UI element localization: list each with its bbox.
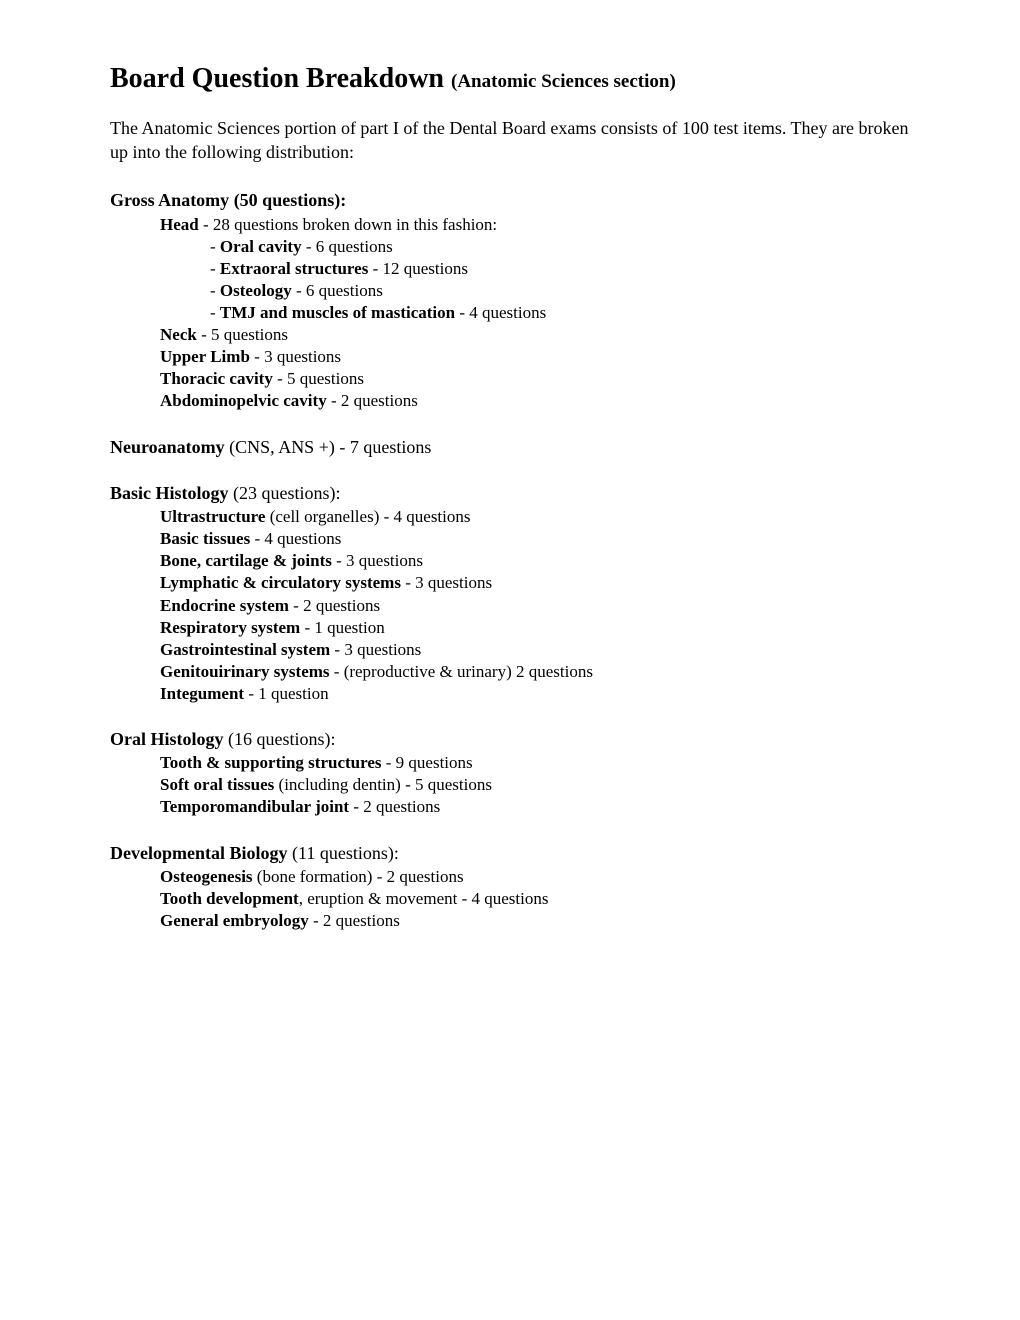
item-text: - 4 questions — [455, 303, 546, 322]
section-dev-biology: Developmental Biology (11 questions): Os… — [110, 841, 910, 933]
item-text: - 6 questions — [292, 281, 383, 300]
section-neuroanatomy: Neuroanatomy (CNS, ANS +) - 7 questions — [110, 435, 910, 459]
item-text: - 2 questions — [289, 596, 380, 615]
item-text: - 3 questions — [332, 551, 423, 570]
item-text: - 4 questions — [379, 507, 470, 526]
item-label: Neck — [160, 325, 197, 344]
section-name: Gross Anatomy — [110, 190, 229, 210]
list-item: Gastrointestinal system - 3 questions — [160, 639, 910, 661]
item-text: - 3 questions — [330, 640, 421, 659]
section-count: (11 questions): — [288, 843, 399, 863]
item-label: Genitouirinary systems — [160, 662, 330, 681]
item-label: TMJ and muscles of mastication — [220, 303, 455, 322]
list-item: Genitouirinary systems - (reproductive &… — [160, 661, 910, 683]
item-text: - 2 questions — [349, 797, 440, 816]
item-paren: (bone formation) — [253, 867, 373, 886]
list-item: Bone, cartilage & joints - 3 questions — [160, 550, 910, 572]
item-label: Gastrointestinal system — [160, 640, 330, 659]
title-main: Board Question Breakdown — [110, 63, 444, 94]
item-text: - 2 questions — [327, 391, 418, 410]
item-label: Ultrastructure — [160, 507, 265, 526]
list-item: General embryology - 2 questions — [160, 910, 910, 932]
section-oral-histology: Oral Histology (16 questions): Tooth & s… — [110, 727, 910, 819]
item-paren: , eruption & movement — [299, 889, 458, 908]
section-name: Neuroanatomy — [110, 437, 225, 457]
section-name: Oral Histology — [110, 729, 224, 749]
list-item: - TMJ and muscles of mastication - 4 que… — [210, 302, 910, 324]
item-label: Abdominopelvic cavity — [160, 391, 327, 410]
list-item: Endocrine system - 2 questions — [160, 595, 910, 617]
intro-text: The Anatomic Sciences portion of part I … — [110, 116, 910, 165]
item-paren: (cell organelles) — [265, 507, 379, 526]
item-label: Lymphatic & circulatory systems — [160, 573, 401, 592]
item-text: - 12 questions — [368, 259, 468, 278]
list-item: Osteogenesis (bone formation) - 2 questi… — [160, 866, 910, 888]
list-item: Respiratory system - 1 question — [160, 617, 910, 639]
item-label: Tooth & supporting structures — [160, 753, 382, 772]
item-label: Soft oral tissues — [160, 775, 274, 794]
list-item: Basic tissues - 4 questions — [160, 528, 910, 550]
list-item: Upper Limb - 3 questions — [160, 346, 910, 368]
item-text: - 6 questions — [302, 237, 393, 256]
list-item: Soft oral tissues (including dentin) - 5… — [160, 774, 910, 796]
item-label: Temporomandibular joint — [160, 797, 349, 816]
item-label: Bone, cartilage & joints — [160, 551, 332, 570]
section-count: (16 questions): — [224, 729, 336, 749]
item-text: - 2 questions — [372, 867, 463, 886]
section-basic-histology: Basic Histology (23 questions): Ultrastr… — [110, 481, 910, 705]
list-item: - Oral cavity - 6 questions — [210, 236, 910, 258]
item-label: Basic tissues — [160, 529, 250, 548]
item-label: Tooth development — [160, 889, 299, 908]
item-label: Upper Limb — [160, 347, 250, 366]
list-item: Tooth & supporting structures - 9 questi… — [160, 752, 910, 774]
list-item: Tooth development, eruption & movement -… — [160, 888, 910, 910]
list-item: Lymphatic & circulatory systems - 3 ques… — [160, 572, 910, 594]
item-label: Thoracic cavity — [160, 369, 273, 388]
item-label: Osteology — [220, 281, 292, 300]
item-label: Extraoral structures — [220, 259, 368, 278]
item-label: Oral cavity — [220, 237, 302, 256]
section-gross-anatomy: Gross Anatomy (50 questions): Head - 28 … — [110, 188, 910, 412]
list-item: Thoracic cavity - 5 questions — [160, 368, 910, 390]
section-text: (CNS, ANS +) - 7 questions — [225, 437, 432, 457]
item-label: General embryology — [160, 911, 309, 930]
list-item: Temporomandibular joint - 2 questions — [160, 796, 910, 818]
list-item: Integument - 1 question — [160, 683, 910, 705]
item-text: - 2 questions — [309, 911, 400, 930]
title-sub: (Anatomic Sciences section) — [451, 71, 676, 92]
list-item: Abdominopelvic cavity - 2 questions — [160, 390, 910, 412]
item-text: - 5 questions — [273, 369, 364, 388]
item-text: - 1 question — [244, 684, 329, 703]
list-item: - Extraoral structures - 12 questions — [210, 258, 910, 280]
item-label: Head — [160, 215, 199, 234]
item-text: - 28 questions broken down in this fashi… — [199, 215, 497, 234]
list-item: Ultrastructure (cell organelles) - 4 que… — [160, 506, 910, 528]
section-name: Basic Histology — [110, 483, 229, 503]
section-count: (23 questions): — [229, 483, 341, 503]
item-text: - 3 questions — [250, 347, 341, 366]
item-text: - 3 questions — [401, 573, 492, 592]
section-count: (50 questions): — [234, 190, 347, 210]
item-label: Osteogenesis — [160, 867, 253, 886]
list-item: Head - 28 questions broken down in this … — [160, 214, 910, 236]
page-title: Board Question Breakdown (Anatomic Scien… — [110, 60, 910, 98]
item-text: - (reproductive & urinary) 2 questions — [330, 662, 593, 681]
list-item: - Osteology - 6 questions — [210, 280, 910, 302]
section-name: Developmental Biology — [110, 843, 288, 863]
item-text: - 9 questions — [382, 753, 473, 772]
item-text: - 1 question — [300, 618, 385, 637]
item-text: - 5 questions — [401, 775, 492, 794]
item-text: - 4 questions — [250, 529, 341, 548]
item-paren: (including dentin) — [274, 775, 401, 794]
item-label: Endocrine system — [160, 596, 289, 615]
item-text: - 4 questions — [457, 889, 548, 908]
item-label: Respiratory system — [160, 618, 300, 637]
item-text: - 5 questions — [197, 325, 288, 344]
list-item: Neck - 5 questions — [160, 324, 910, 346]
item-label: Integument — [160, 684, 244, 703]
